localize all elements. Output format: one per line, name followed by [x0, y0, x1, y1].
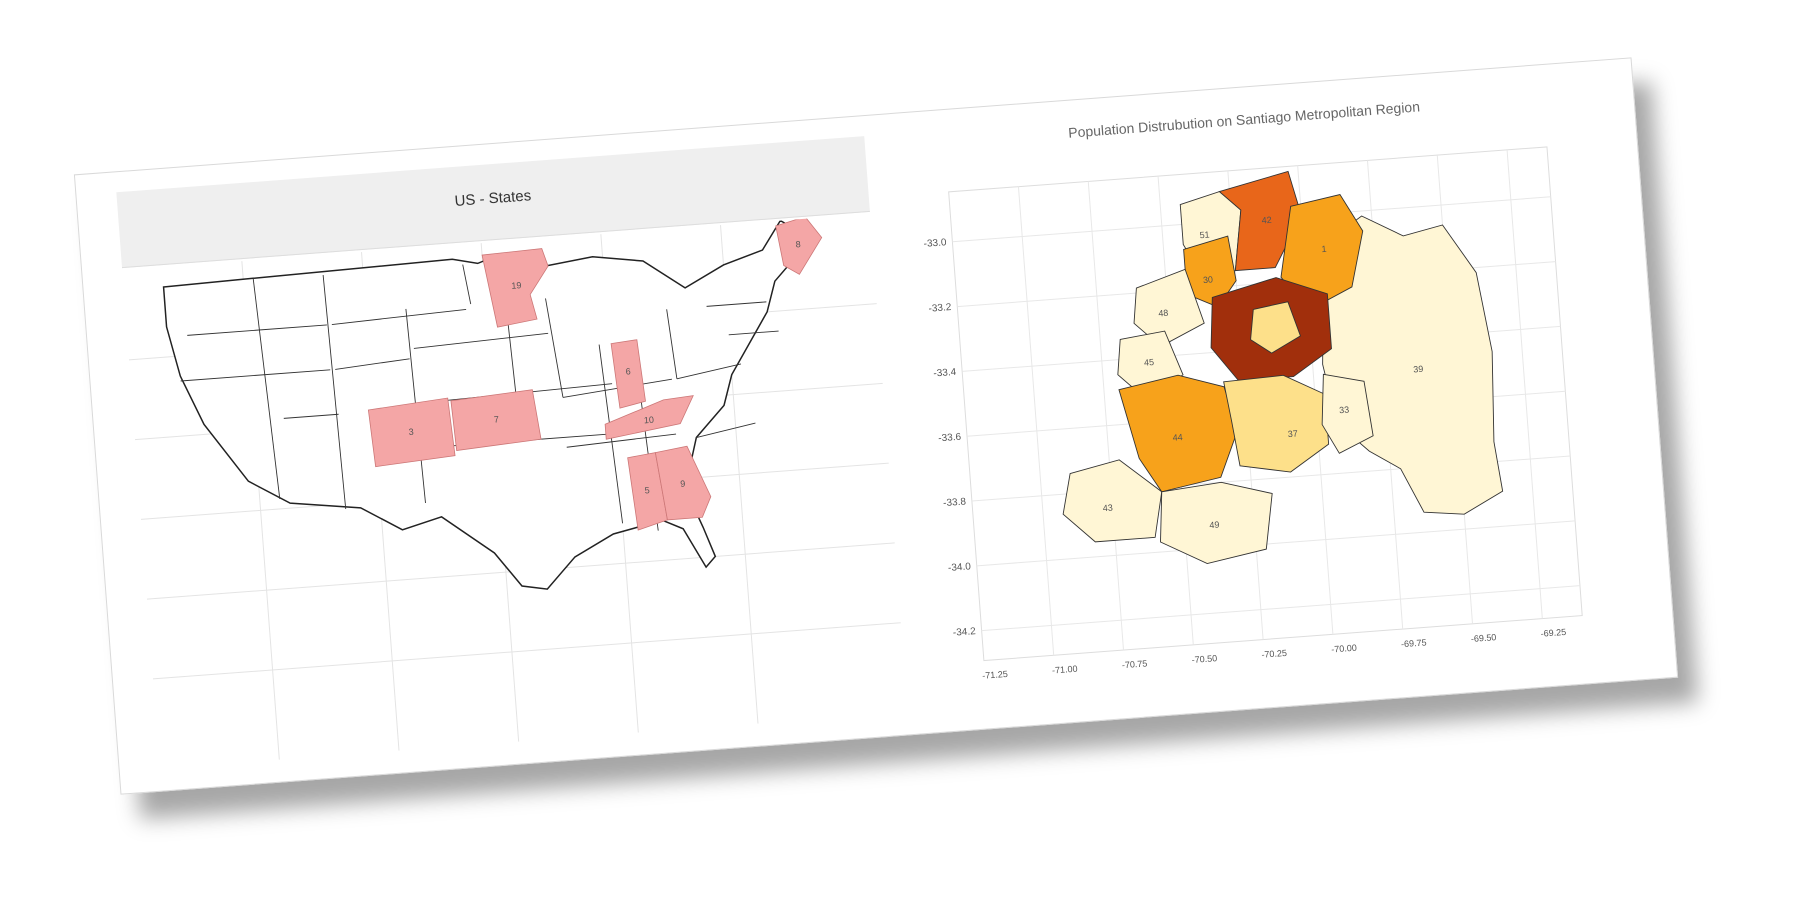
state-kentucky[interactable] — [603, 395, 696, 440]
state-indiana[interactable] — [610, 339, 646, 409]
x-tick: -70.50 — [1191, 653, 1217, 665]
region-label: 43 — [1102, 502, 1113, 513]
region-core-inner[interactable] — [1248, 301, 1302, 355]
state-label-colorado: 3 — [408, 427, 414, 437]
region-label: 37 — [1287, 428, 1298, 439]
state-maine[interactable] — [775, 216, 824, 276]
y-tick: -34.0 — [948, 561, 972, 574]
us-states-panel: US - States — [116, 136, 907, 771]
santiago-y-ticks: -33.0 -33.2 -33.4 -33.6 -33.8 -34.0 -34.… — [923, 237, 976, 639]
region-west-upper[interactable] — [1130, 268, 1205, 348]
x-tick: -70.75 — [1121, 658, 1147, 670]
state-label-maine: 8 — [795, 239, 801, 249]
highlighted-states — [367, 216, 824, 531]
state-minnesota[interactable] — [481, 248, 552, 328]
y-tick: -33.2 — [928, 302, 952, 315]
region-label: 48 — [1158, 308, 1169, 319]
x-tick: -70.00 — [1331, 643, 1357, 655]
santiago-regions — [1059, 170, 1504, 567]
x-tick: -69.25 — [1540, 627, 1566, 639]
x-tick: -71.25 — [982, 669, 1008, 681]
state-label-alabama: 5 — [644, 485, 650, 495]
region-label: 30 — [1203, 274, 1214, 285]
region-label: 44 — [1172, 432, 1183, 443]
region-south-central[interactable] — [1223, 372, 1331, 476]
us-map: 19 8 3 7 6 10 5 9 — [128, 216, 901, 760]
y-tick: -34.2 — [953, 626, 977, 639]
state-kansas[interactable] — [450, 389, 542, 451]
state-colorado[interactable] — [367, 397, 456, 468]
santiago-region-labels: 51 42 30 1 48 45 39 44 33 37 49 43 — [1102, 215, 1424, 531]
region-label: 49 — [1209, 520, 1220, 531]
state-label-georgia: 9 — [680, 478, 686, 488]
region-south-east[interactable] — [1318, 371, 1374, 455]
region-label: 33 — [1339, 404, 1350, 415]
x-tick: -70.25 — [1261, 648, 1287, 660]
region-label: 39 — [1413, 364, 1424, 375]
state-label-indiana: 6 — [625, 366, 631, 376]
state-label-minnesota: 19 — [511, 280, 522, 291]
santiago-map: -33.0 -33.2 -33.4 -33.6 -33.8 -34.0 -34.… — [923, 146, 1583, 681]
x-tick: -71.00 — [1052, 664, 1078, 676]
santiago-x-ticks: -71.25 -71.00 -70.75 -70.50 -70.25 -70.0… — [982, 627, 1567, 681]
region-north-central[interactable] — [1218, 170, 1305, 272]
region-far-southwest[interactable] — [1059, 457, 1165, 544]
x-tick: -69.75 — [1401, 637, 1427, 649]
y-tick: -33.8 — [943, 496, 967, 509]
region-south[interactable] — [1156, 479, 1277, 567]
region-label: 45 — [1144, 357, 1155, 368]
santiago-panel: Population Distrubution on Santiago Metr… — [874, 80, 1655, 714]
x-tick: -69.50 — [1471, 632, 1497, 644]
y-tick: -33.0 — [923, 237, 947, 250]
state-label-kansas: 7 — [494, 414, 500, 424]
state-labels: 19 8 3 7 6 10 5 9 — [408, 239, 801, 495]
region-southwest[interactable] — [1118, 371, 1241, 494]
region-label: 42 — [1261, 215, 1272, 226]
state-label-kentucky: 10 — [644, 415, 655, 426]
y-tick: -33.4 — [933, 367, 957, 380]
region-label: 51 — [1199, 229, 1210, 240]
state-georgia[interactable] — [654, 445, 712, 521]
region-label: 1 — [1321, 244, 1327, 254]
y-tick: -33.6 — [938, 432, 962, 445]
dashboard-card: US - States — [73, 57, 1679, 795]
region-northeast[interactable] — [1275, 193, 1368, 312]
